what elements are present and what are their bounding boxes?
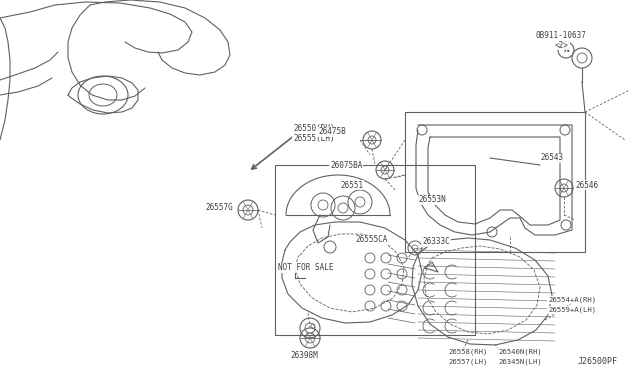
Text: 0B911-10637: 0B911-10637 xyxy=(535,31,586,39)
Text: 26475B: 26475B xyxy=(318,128,346,137)
Bar xyxy=(405,112,585,252)
Bar xyxy=(275,165,475,335)
Text: 26398M: 26398M xyxy=(290,350,317,359)
Text: 26333C: 26333C xyxy=(422,237,450,247)
Text: 26559+A(LH): 26559+A(LH) xyxy=(548,307,596,313)
Text: 26546: 26546 xyxy=(575,180,598,189)
Text: 26075BA: 26075BA xyxy=(330,160,362,170)
Text: 26557(LH): 26557(LH) xyxy=(448,359,488,365)
Text: 26557G: 26557G xyxy=(205,203,233,212)
Text: 26550(RH): 26550(RH) xyxy=(293,124,335,132)
Text: 26540N(RH): 26540N(RH) xyxy=(498,349,541,355)
Text: 26555(LH): 26555(LH) xyxy=(293,134,335,142)
Text: NOT FOR SALE: NOT FOR SALE xyxy=(278,263,333,273)
Text: 26555CA: 26555CA xyxy=(355,235,387,244)
Text: N: N xyxy=(563,47,569,53)
Text: 26551: 26551 xyxy=(340,180,363,189)
Text: 26558(RH): 26558(RH) xyxy=(448,349,488,355)
Text: <2>: <2> xyxy=(555,41,569,49)
Text: 26543: 26543 xyxy=(540,154,563,163)
Text: J26500PF: J26500PF xyxy=(578,357,618,366)
Text: 26553N: 26553N xyxy=(418,196,445,205)
Text: 26554+A(RH): 26554+A(RH) xyxy=(548,297,596,303)
Text: 26345N(LH): 26345N(LH) xyxy=(498,359,541,365)
